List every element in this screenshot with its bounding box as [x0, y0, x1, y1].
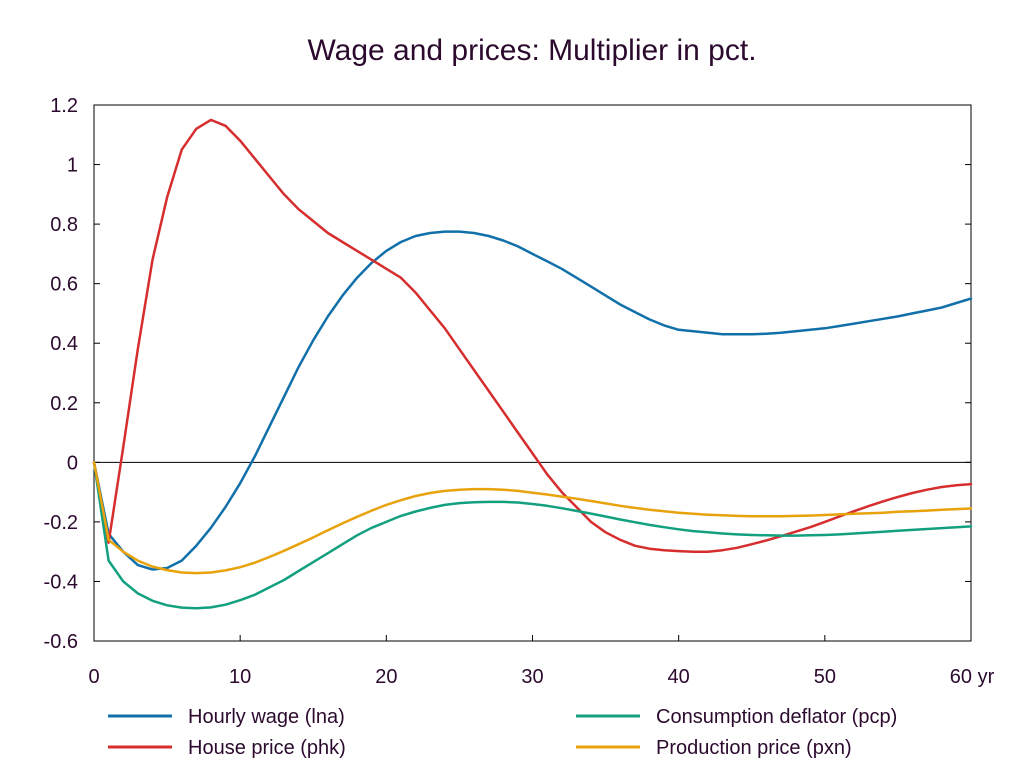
axis-ticks: [93, 104, 972, 642]
x-tick-label: 60 yr: [950, 666, 995, 688]
y-tick-label: 1.2: [50, 95, 78, 117]
legend-label: Consumption deflator (pcp): [656, 706, 897, 728]
series-line-0: [92, 230, 973, 571]
y-tick-label: 0.2: [50, 393, 78, 415]
x-tick-label: 50: [814, 666, 836, 688]
plot-frame: [93, 104, 972, 642]
x-tick-label: 0: [88, 666, 99, 688]
y-tick-label: -0.2: [44, 512, 78, 534]
legend: Hourly wage (lna) House price (phk) Consum…: [108, 706, 897, 759]
legend-label: Production price (pxn): [656, 737, 852, 759]
series-line-2: [92, 461, 973, 610]
y-tick-label: 0.8: [50, 214, 78, 236]
series-line-3: [92, 461, 973, 575]
series-line-1: [92, 118, 973, 553]
x-tick-label: 10: [229, 666, 251, 688]
x-tick-label: 20: [375, 666, 397, 688]
y-tick-label: 0.4: [50, 333, 78, 355]
y-tick-label: -0.4: [44, 571, 78, 593]
y-tick-label: -0.6: [44, 631, 78, 653]
y-tick-label: 0.6: [50, 274, 78, 296]
series-lines: [92, 118, 973, 610]
axis-tick-labels: 1.2 1 0.8 0.6 0.4 0.2 0 -0.2 -0.4 -0.6 0 10 20 30 40 50…: [44, 95, 995, 688]
chart-title: Wage and prices: Multiplier in pct.: [307, 34, 756, 67]
y-tick-label: 1: [67, 155, 78, 177]
x-tick-label: 30: [521, 666, 543, 688]
legend-label: Hourly wage (lna): [188, 706, 345, 728]
x-tick-label: 40: [668, 666, 690, 688]
legend-label: House price (phk): [188, 737, 346, 759]
y-tick-label: 0: [67, 452, 78, 474]
